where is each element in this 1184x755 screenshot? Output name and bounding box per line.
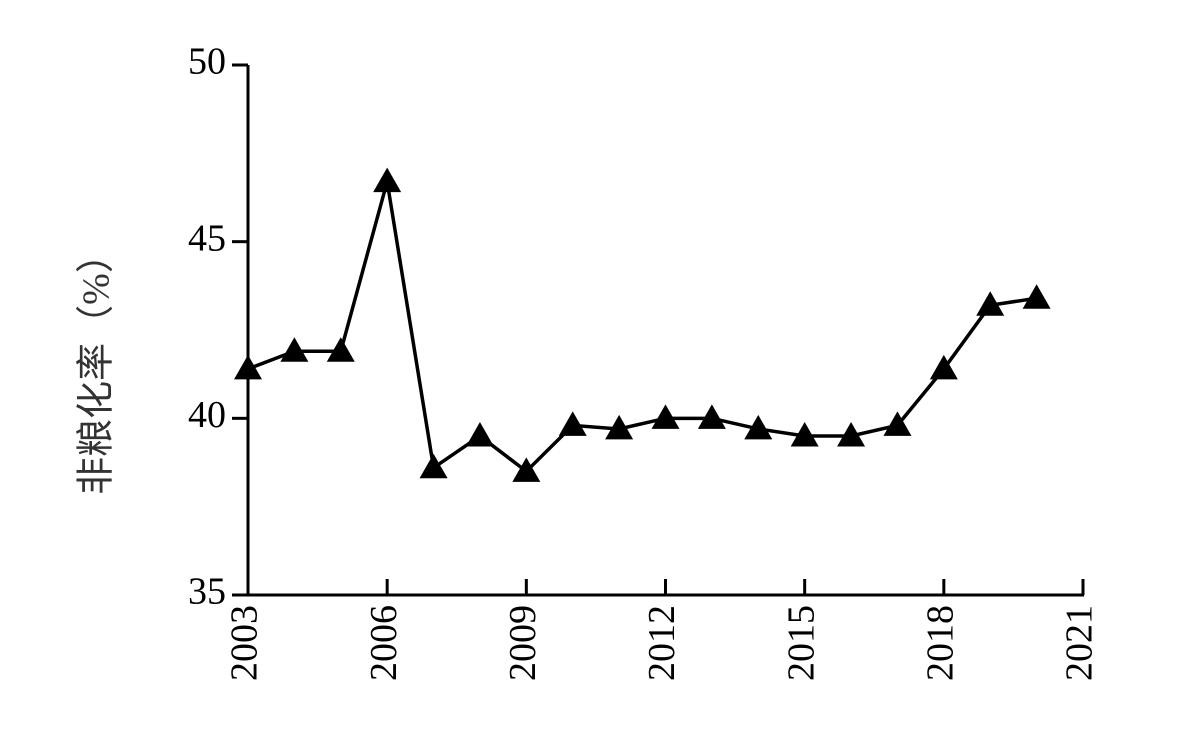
marker xyxy=(837,422,866,447)
marker xyxy=(744,414,773,440)
x-tick-label: 2003 xyxy=(224,605,266,681)
marker xyxy=(1022,284,1051,309)
x-tick-label: 2009 xyxy=(502,605,544,681)
marker xyxy=(326,337,355,362)
marker xyxy=(651,404,680,429)
y-axis-label: 非粮化率（%） xyxy=(76,235,118,495)
marker xyxy=(558,411,587,436)
marker xyxy=(929,354,958,380)
y-tick-label: 35 xyxy=(188,571,226,613)
y-tick-label: 50 xyxy=(188,41,226,83)
line xyxy=(247,181,1037,474)
x-tick-label: 2018 xyxy=(920,605,962,681)
marker xyxy=(373,167,402,193)
y-tick-label: 40 xyxy=(188,394,226,436)
marker xyxy=(605,414,634,440)
marker xyxy=(883,411,912,436)
marker xyxy=(512,457,541,482)
x-tick-label: 2015 xyxy=(780,605,822,681)
marker xyxy=(465,422,494,447)
x-tick-label: 2006 xyxy=(363,605,405,681)
marker xyxy=(419,453,448,479)
marker xyxy=(234,354,262,380)
marker xyxy=(280,337,309,362)
x-tick-label: 2012 xyxy=(641,605,683,681)
marker xyxy=(697,404,726,429)
x-tick-label: 2021 xyxy=(1059,605,1101,681)
marker xyxy=(976,291,1005,316)
y-tick-label: 45 xyxy=(188,217,226,259)
marker xyxy=(790,422,819,447)
